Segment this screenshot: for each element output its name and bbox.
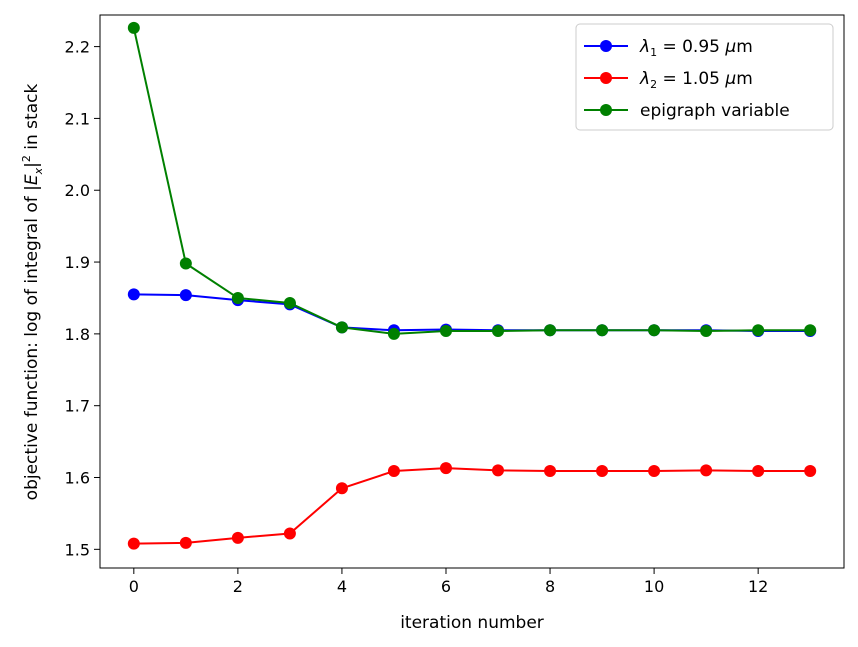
data-point bbox=[596, 324, 609, 337]
data-point bbox=[544, 324, 557, 337]
legend-label-part: λ bbox=[639, 69, 650, 89]
series-line bbox=[132, 27, 811, 335]
y-tick-label: 1.8 bbox=[65, 325, 90, 344]
legend-marker bbox=[600, 72, 612, 84]
y-tick-label: 1.6 bbox=[65, 469, 90, 488]
y-tick-label: 2.0 bbox=[65, 181, 90, 200]
data-point bbox=[544, 465, 557, 478]
legend-label-part: μ bbox=[724, 69, 736, 89]
y-tick-label: 1.5 bbox=[65, 540, 90, 559]
series-3 bbox=[127, 21, 817, 340]
legend: λ1 = 0.95 μm λ2 = 1.05 μm epigraph varia… bbox=[575, 23, 834, 131]
legend-label-part: 1 bbox=[650, 46, 657, 59]
y-tick-label: 2.1 bbox=[65, 109, 90, 128]
y-label-part: 2 bbox=[20, 155, 33, 162]
x-tick-label: 8 bbox=[545, 577, 555, 596]
x-tick-label: 4 bbox=[337, 577, 347, 596]
data-point bbox=[127, 288, 140, 301]
data-point bbox=[804, 324, 817, 337]
data-point bbox=[127, 537, 140, 550]
data-point bbox=[179, 289, 192, 302]
data-point bbox=[127, 21, 140, 34]
data-point bbox=[804, 465, 817, 478]
data-point bbox=[752, 324, 765, 337]
legend-label-part: m bbox=[736, 69, 753, 89]
series-line bbox=[133, 467, 811, 545]
data-point bbox=[492, 464, 505, 477]
legend-entry-lambda2: λ2 = 1.05 μm bbox=[584, 69, 753, 91]
series-2 bbox=[127, 462, 817, 550]
data-point bbox=[439, 462, 452, 475]
data-point bbox=[596, 465, 609, 478]
legend-marker bbox=[600, 40, 612, 52]
legend-label: λ1 = 0.95 μm bbox=[639, 37, 753, 59]
data-point bbox=[700, 464, 713, 477]
legend-marker bbox=[600, 104, 612, 116]
x-tick-label: 12 bbox=[748, 577, 768, 596]
y-tick-label: 1.7 bbox=[65, 397, 90, 416]
legend-label: λ2 = 1.05 μm bbox=[639, 69, 753, 91]
data-point bbox=[283, 296, 296, 309]
x-axis-label: iteration number bbox=[400, 613, 544, 633]
y-label-part: objective function: log of integral of | bbox=[22, 185, 42, 500]
y-label-part: in stack bbox=[22, 84, 42, 156]
data-point bbox=[231, 291, 244, 304]
y-label-part: x bbox=[32, 167, 45, 175]
legend-label-part: m bbox=[736, 37, 753, 57]
data-point bbox=[179, 536, 192, 549]
x-tick-label: 10 bbox=[644, 577, 664, 596]
data-point bbox=[752, 465, 765, 478]
data-point bbox=[231, 531, 244, 544]
x-tick-label: 0 bbox=[129, 577, 139, 596]
data-point bbox=[648, 465, 661, 478]
legend-label-part: μ bbox=[724, 37, 736, 57]
data-point bbox=[335, 482, 348, 495]
legend-entry-epigraph: epigraph variable bbox=[584, 101, 790, 121]
series-layer bbox=[127, 21, 817, 550]
legend-label-part: λ bbox=[639, 37, 650, 57]
data-point bbox=[439, 325, 452, 337]
legend-box bbox=[575, 23, 834, 131]
y-axis-ticks: 1.5 1.6 1.7 1.8 1.9 2.0 2.1 2.2 bbox=[65, 38, 100, 559]
legend-label: epigraph variable bbox=[640, 101, 790, 121]
legend-label-part: 2 bbox=[650, 78, 657, 91]
y-tick-label: 1.9 bbox=[65, 253, 90, 272]
data-point bbox=[387, 327, 400, 340]
data-point bbox=[283, 527, 296, 540]
legend-label-part: = 0.95 bbox=[657, 37, 725, 57]
data-point bbox=[700, 325, 713, 337]
data-point bbox=[492, 325, 505, 337]
y-tick-label: 2.2 bbox=[65, 38, 90, 57]
data-point bbox=[335, 321, 348, 334]
legend-entry-lambda1: λ1 = 0.95 μm bbox=[584, 37, 753, 59]
y-label-part: E bbox=[22, 174, 42, 185]
data-point bbox=[648, 324, 661, 337]
y-label-part: | bbox=[22, 162, 42, 168]
x-tick-label: 2 bbox=[233, 577, 243, 596]
x-tick-label: 6 bbox=[441, 577, 451, 596]
legend-label-part: = 1.05 bbox=[657, 69, 725, 89]
data-point bbox=[179, 257, 192, 270]
plot-frame bbox=[99, 14, 845, 569]
y-axis-label: objective function: log of integral of |… bbox=[20, 84, 45, 501]
x-axis-ticks: 0 2 4 6 8 10 12 bbox=[129, 568, 768, 596]
data-point bbox=[387, 465, 400, 478]
